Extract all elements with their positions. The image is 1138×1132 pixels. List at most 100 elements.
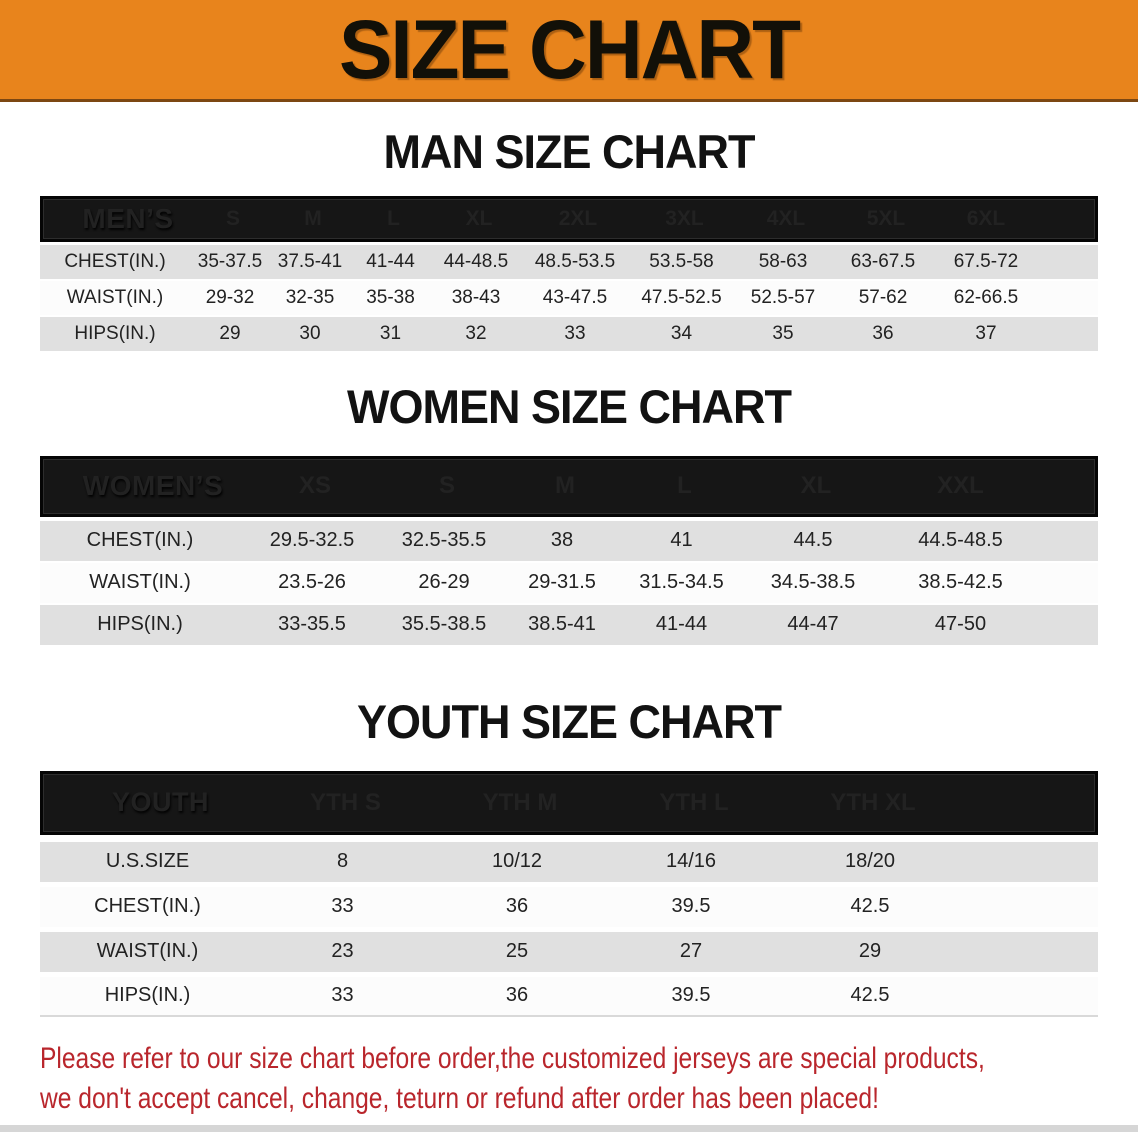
banner-title: SIZE CHART (339, 2, 801, 96)
value-cell: 39.5 (671, 895, 711, 918)
column-header: S (438, 472, 455, 500)
column-header: 2XL (558, 206, 598, 230)
table-header-label: YOUTH (112, 787, 209, 818)
row-label: CHEST(IN.) (64, 250, 166, 272)
value-cell: 44-47 (787, 613, 839, 636)
row-label: CHEST(IN.) (94, 895, 201, 918)
value-cell: 32-35 (285, 286, 335, 308)
table-row: WAIST(IN.) 23 25 27 29 (40, 931, 1098, 972)
value-cell: 35-37.5 (197, 250, 263, 272)
value-cell: 32.5-35.5 (401, 529, 487, 552)
table-row: CHEST(IN.) 29.5-32.5 32.5-35.5 38 41 44.5 44.5… (40, 520, 1098, 561)
value-cell: 58-63 (758, 250, 808, 272)
row-label: WAIST(IN.) (66, 286, 164, 308)
table-header-label: WOMEN’S (82, 470, 224, 502)
table-row: HIPS(IN.) 33 36 39.5 42.5 (40, 976, 1098, 1017)
value-cell: 29-31.5 (528, 571, 596, 594)
value-cell: 37.5-41 (277, 250, 343, 272)
value-cell: 33 (331, 984, 354, 1007)
value-cell: 27 (679, 940, 703, 963)
column-header: XL (800, 472, 832, 500)
column-header: S (225, 206, 240, 230)
column-header: XS (298, 472, 331, 500)
value-cell: 35.5-38.5 (401, 613, 487, 636)
value-cell: 44.5 (793, 529, 833, 552)
disclaimer-line1: Please refer to our size chart before or… (40, 1041, 985, 1075)
value-cell: 38-43 (451, 286, 501, 308)
column-header: XXL (937, 472, 984, 500)
table-row: HIPS(IN.) 29 30 31 32 33 34 35 36 37 (40, 316, 1098, 351)
value-cell: 44.5-48.5 (918, 529, 1003, 552)
column-header: M (555, 472, 575, 500)
row-label: HIPS(IN.) (97, 613, 183, 636)
column-header: 4XL (766, 206, 806, 230)
value-cell: 43-47.5 (542, 286, 608, 308)
disclaimer: Please refer to our size chart before or… (40, 1039, 1138, 1119)
value-cell: 29-32 (205, 286, 255, 308)
youth-section-heading: YOUTH SIZE CHART (356, 694, 782, 749)
table-header-row: MEN’S S M L XL 2XL 3XL 4XL 5XL 6XL (40, 195, 1098, 242)
column-header: YTH S (310, 788, 381, 816)
value-cell: 39.5 (671, 984, 711, 1007)
value-cell: 36 (872, 322, 894, 344)
row-label: WAIST(IN.) (96, 940, 199, 963)
men-section-heading: MAN SIZE CHART (383, 124, 756, 179)
bottom-edge-strip (0, 1125, 1138, 1132)
value-cell: 38.5-41 (528, 613, 596, 636)
value-cell: 37 (975, 322, 997, 344)
value-cell: 41-44 (655, 613, 708, 636)
value-cell: 47.5-52.5 (641, 286, 722, 308)
value-cell: 36 (505, 984, 529, 1007)
value-cell: 57-62 (858, 286, 908, 308)
value-cell: 47-50 (934, 613, 987, 636)
row-label: WAIST(IN.) (89, 571, 191, 594)
table-row: HIPS(IN.) 33-35.5 35.5-38.5 38.5-41 41-44 44-… (40, 604, 1098, 645)
column-header: L (387, 206, 400, 230)
value-cell: 38 (550, 529, 574, 552)
table-row: CHEST(IN.) 33 36 39.5 42.5 (40, 886, 1098, 927)
value-cell: 29 (858, 940, 882, 963)
youth-size-section: YOUTH SIZE CHART YOUTH YTH S YTH M YTH L YTH… (0, 694, 1138, 1017)
value-cell: 33 (331, 895, 354, 918)
value-cell: 23.5-26 (278, 571, 346, 594)
value-cell: 32 (465, 322, 487, 344)
value-cell: 42.5 (850, 984, 890, 1007)
column-header: YTH L (659, 788, 729, 816)
value-cell: 30 (299, 322, 321, 344)
men-size-table: MEN’S S M L XL 2XL 3XL 4XL 5XL 6XL CHEST(IN.) 35-37… (40, 195, 1098, 351)
table-row: WAIST(IN.) 23.5-26 26-29 29-31.5 31.5-34.5 34… (40, 562, 1098, 603)
value-cell: 18/20 (844, 850, 896, 873)
table-row: CHEST(IN.) 35-37.5 37.5-41 41-44 44-48.5 48.5… (40, 244, 1098, 279)
value-cell: 31.5-34.5 (639, 571, 724, 594)
women-size-section: WOMEN SIZE CHART WOMEN’S XS S M L XL XXL CHEST(… (0, 382, 1138, 645)
column-header: 5XL (866, 206, 906, 230)
row-label: U.S.SIZE (105, 850, 190, 873)
value-cell: 34.5-38.5 (770, 571, 856, 594)
value-cell: 38.5-42.5 (918, 571, 1003, 594)
row-label: HIPS(IN.) (104, 984, 191, 1007)
column-header: XL (465, 206, 493, 230)
value-cell: 36 (505, 895, 529, 918)
value-cell: 33 (564, 322, 586, 344)
value-cell: 10/12 (491, 850, 543, 873)
row-label: HIPS(IN.) (74, 322, 156, 344)
column-header: 6XL (966, 206, 1006, 230)
women-size-table: WOMEN’S XS S M L XL XXL CHEST(IN.) 29.5-32.5 32.5… (40, 455, 1098, 645)
value-cell: 67.5-72 (953, 250, 1019, 272)
value-cell: 31 (379, 322, 402, 344)
value-cell: 52.5-57 (750, 286, 816, 308)
value-cell: 29.5-32.5 (269, 529, 355, 552)
value-cell: 63-67.5 (850, 250, 916, 272)
value-cell: 48.5-53.5 (534, 250, 616, 272)
banner: SIZE CHART (0, 0, 1138, 102)
table-row: WAIST(IN.) 29-32 32-35 35-38 38-43 43-47.5 47.… (40, 280, 1098, 315)
value-cell: 41-44 (366, 250, 415, 272)
value-cell: 25 (505, 940, 529, 963)
value-cell: 41 (670, 529, 693, 552)
disclaimer-line2: we don't accept cancel, change, teturn o… (40, 1081, 879, 1115)
value-cell: 35-38 (366, 286, 415, 308)
value-cell: 34 (670, 322, 693, 344)
value-cell: 26-29 (418, 571, 470, 594)
value-cell: 35 (772, 322, 794, 344)
column-header: YTH XL (830, 788, 916, 816)
